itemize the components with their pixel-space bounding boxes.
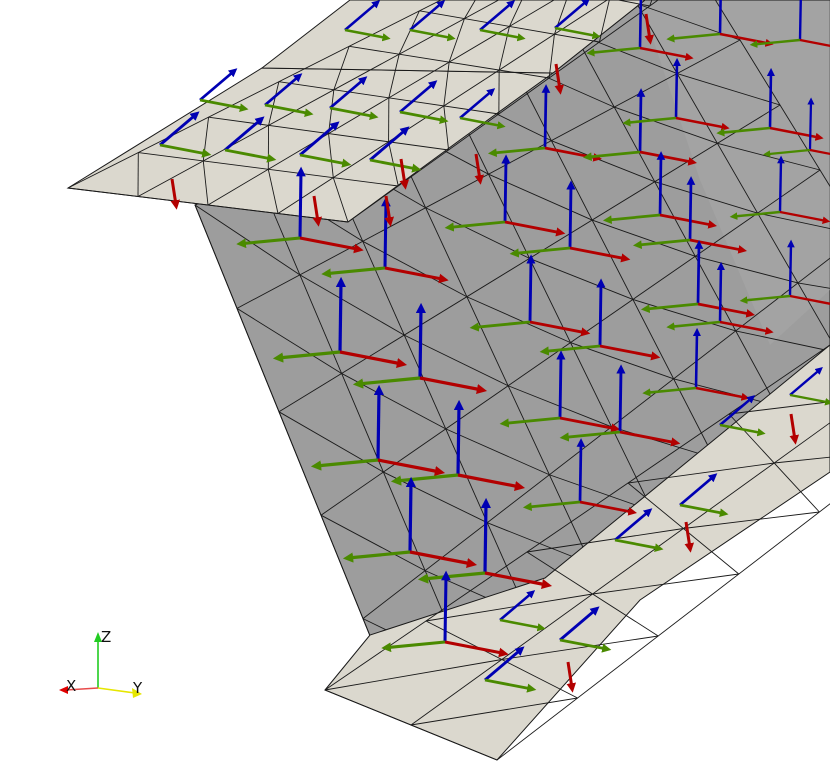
local-frame-triad-arrow-icon: [559, 606, 612, 653]
bottom-flange-mesh-lines: [324, 344, 830, 761]
local-frame-triad-arrow-icon: [719, 395, 766, 437]
local-frame-triad-arrow-icon: [666, 261, 774, 335]
local-frame-triad-arrow-icon: [749, 0, 830, 48]
local-frame-triad-arrow-icon: [622, 57, 730, 131]
local-frame-triad-arrow-icon: [586, 0, 694, 61]
local-frame-triad-arrow-icon: [384, 195, 395, 227]
orientation-x-label: X: [66, 677, 76, 695]
local-frame-triad-arrow-icon: [399, 80, 449, 124]
local-frame-triad-arrow-icon: [484, 646, 537, 693]
local-frame-triad-arrow-icon: [509, 180, 631, 263]
local-frame-triad-arrow-icon: [299, 121, 352, 168]
local-frame-triad-arrow-icon: [159, 0, 830, 693]
local-frame-triad-arrow-icon: [409, 0, 456, 42]
local-frame-triad-arrow-icon: [614, 508, 664, 552]
local-frame-triad-arrow-icon: [666, 0, 774, 47]
local-frame-triad-arrow-icon: [417, 497, 553, 590]
local-frame-triad-arrow-icon: [369, 126, 422, 173]
local-frame-triad-arrow-icon: [312, 195, 323, 227]
local-frame-triad-arrow-icon: [399, 158, 410, 190]
orientation-z-label: Z: [101, 628, 111, 646]
local-frame-triad-arrow-icon: [344, 0, 391, 42]
local-frame-triad-arrow-icon: [789, 367, 830, 406]
local-frame-triad-arrow-icon: [644, 13, 655, 45]
local-frame-triad-arrow-icon: [499, 350, 621, 433]
local-frame-triad-arrow-icon: [499, 590, 546, 632]
local-frame-triad-arrow-icon: [381, 570, 509, 658]
local-frame-triad-arrow-icon: [264, 73, 314, 117]
orientation-y-axis-line: [97, 687, 136, 694]
local-frame-triad-arrow-icon: [566, 661, 577, 693]
local-frame-triad-arrow-icon: [474, 153, 485, 185]
local-frame-triad-arrow-icon: [272, 276, 408, 369]
local-frame-triad-arrow-icon: [199, 68, 249, 112]
local-frame-triad-arrow-icon: [310, 384, 446, 477]
local-frame-triad-arrow-icon: [522, 438, 637, 516]
local-frame-triad-arrow-icon: [342, 476, 478, 569]
local-frame-triad-arrow-icon: [554, 0, 601, 40]
local-frame-triad-arrow-icon: [469, 254, 591, 337]
local-frame-triad-arrow-icon: [321, 196, 449, 284]
bottom-flange: [324, 344, 830, 761]
local-frame-triad-arrow-icon: [329, 76, 379, 120]
local-frame-triad-arrow-icon: [539, 278, 661, 361]
local-frame-triad-arrow-icon: [640, 240, 755, 318]
local-frame-triad-arrow-icon: [170, 178, 181, 210]
local-frame-triad-arrow-icon: [444, 154, 566, 237]
local-frame-triad-arrow-icon: [224, 116, 277, 163]
local-frame-triad-arrow-icon: [554, 63, 565, 95]
local-frame-triad-arrow-icon: [739, 239, 830, 305]
local-frame-triad-arrow-icon: [459, 88, 506, 130]
local-frame-triad-arrow-icon: [236, 166, 364, 254]
orientation-y-arrow-icon: [132, 688, 142, 698]
orientation-x-axis-line: [65, 687, 99, 691]
local-frame-triad-arrow-icon: [684, 521, 695, 553]
local-frame-triad-arrow-icon: [789, 413, 800, 445]
local-frame-triad-arrow-icon: [763, 97, 830, 158]
local-frame-triad-arrow-icon: [729, 155, 830, 225]
orientation-z-arrow-icon: [94, 632, 102, 642]
local-frame-triad-arrow-icon: [352, 302, 488, 395]
orientation-y-label: Y: [132, 679, 143, 697]
local-frame-triad-arrow-icon: [642, 327, 750, 401]
local-frame-triad-arrow-icon: [479, 0, 526, 42]
orientation-x-arrow-icon: [59, 686, 68, 694]
local-frame-triad-arrow-icon: [602, 151, 717, 229]
local-frame-triad-arrow-icon: [679, 473, 729, 517]
orientation-axes: Z Y X: [59, 628, 143, 698]
local-frame-triad-arrow-icon: [159, 111, 212, 158]
local-frame-triad-arrow-icon: [559, 364, 681, 447]
